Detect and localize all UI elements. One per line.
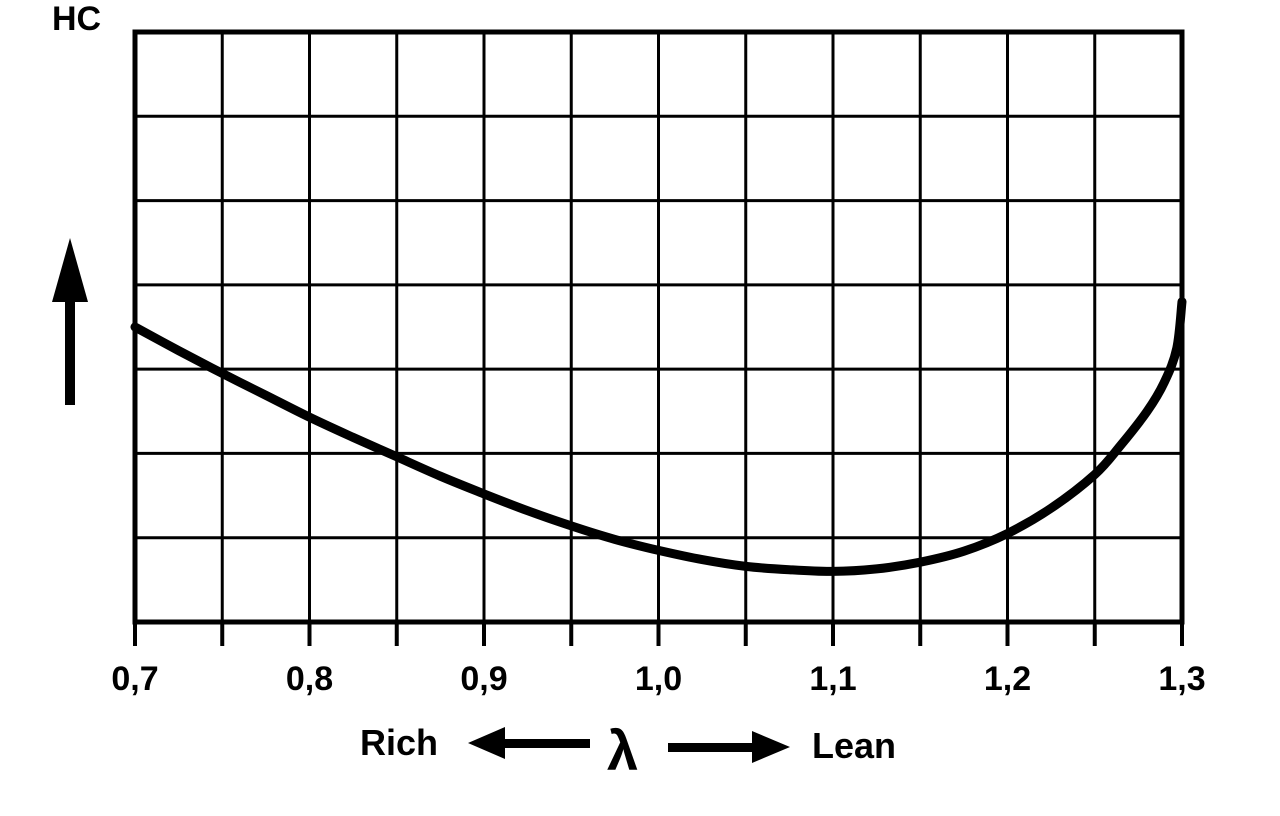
x-tick-label: 0,8 xyxy=(286,660,333,698)
plot-frame xyxy=(132,29,1185,625)
lambda-symbol: λ xyxy=(607,719,638,782)
x-tick-label: 1,0 xyxy=(635,660,682,698)
y-axis-up-arrow xyxy=(52,238,88,405)
grid xyxy=(135,32,1182,622)
x-tick-label: 1,3 xyxy=(1158,660,1205,698)
lean-label: Lean xyxy=(812,725,896,766)
rich-arrow xyxy=(468,727,590,759)
x-tick-label: 0,9 xyxy=(460,660,507,698)
y-axis-label: HC xyxy=(52,0,101,38)
hc-curve xyxy=(130,297,1187,576)
x-tick-label: 0,7 xyxy=(111,660,158,698)
x-tick-label: 1,2 xyxy=(984,660,1031,698)
lean-arrow xyxy=(668,731,790,763)
rich-label: Rich xyxy=(360,722,438,763)
x-tick-label: 1,1 xyxy=(809,660,856,698)
x-axis-ticks: 0,7 0,8 0,9 1,0 1,1 1,2 1,3 xyxy=(111,622,1206,698)
series-layer xyxy=(130,297,1187,576)
